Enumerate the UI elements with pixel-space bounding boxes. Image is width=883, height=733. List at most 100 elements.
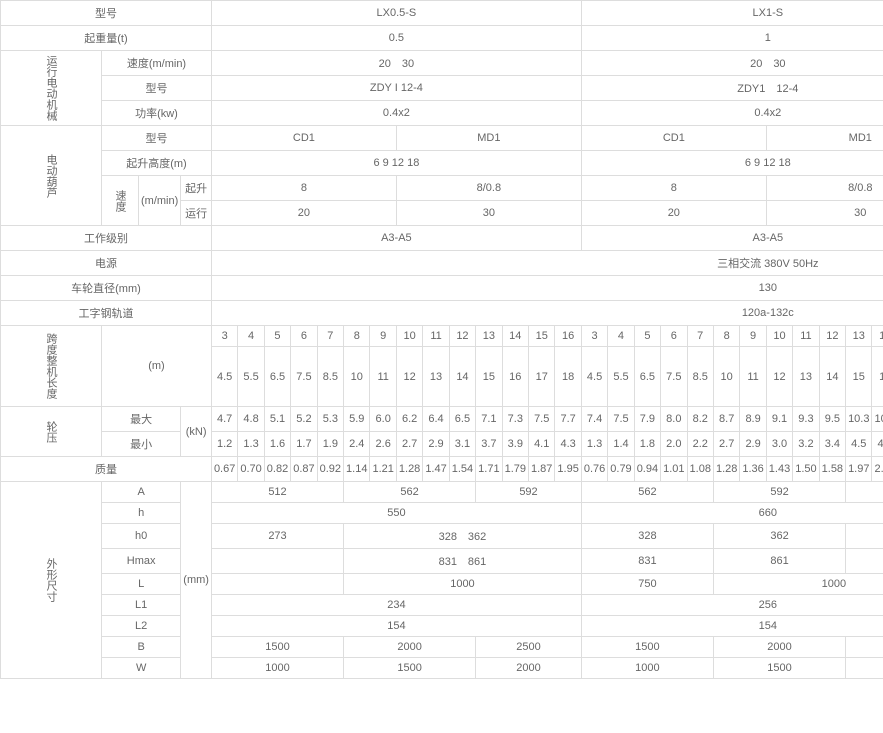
label: h0 xyxy=(102,524,181,549)
cell: 12 xyxy=(449,326,475,347)
cell: 0.76 xyxy=(581,457,607,482)
cell: 8.5 xyxy=(317,347,343,407)
cell: 512 xyxy=(211,482,343,503)
cell: 5.1 xyxy=(264,407,290,432)
cell: 1.4 xyxy=(608,432,634,457)
cell: 2.6 xyxy=(370,432,396,457)
cell: 2000 xyxy=(713,637,845,658)
cell: 1.28 xyxy=(713,457,739,482)
cell: 4.7 xyxy=(211,407,237,432)
unit: (m/min) xyxy=(139,176,181,226)
cell: 3.0 xyxy=(766,432,792,457)
row-model: 型号 LX0.5-S LX1-S LX2-S xyxy=(1,1,883,26)
cell: 8.9 xyxy=(740,407,766,432)
cell: 11 xyxy=(793,326,819,347)
cell: 328 362 xyxy=(344,524,582,549)
cell: 6.5 xyxy=(264,347,290,407)
cell xyxy=(211,549,343,574)
cell: 1.2 xyxy=(211,432,237,457)
cell: 12 xyxy=(766,347,792,407)
spec-table: 型号 LX0.5-S LX1-S LX2-S 起重量(t) 0.5 1 2 运行… xyxy=(0,0,883,679)
cell: 7.4 xyxy=(581,407,607,432)
side-label: 外形尺寸 xyxy=(1,482,102,679)
cell: 0.5 xyxy=(211,26,581,51)
cell: ZDY1 12-4 xyxy=(581,76,883,101)
cell: 1.50 xyxy=(793,457,819,482)
cell: 20 30 xyxy=(581,51,883,76)
cell: 11 xyxy=(370,347,396,407)
cell: 3.9 xyxy=(502,432,528,457)
cell: 2.0 xyxy=(661,432,687,457)
cell: 20 xyxy=(581,201,766,226)
row-L: L 1000 750 1000 750 1000 xyxy=(1,574,883,595)
cell: 0.92 xyxy=(317,457,343,482)
row-W: W 100015002000100015002000100015002000 xyxy=(1,658,883,679)
cell: 5 xyxy=(634,326,660,347)
cell: CD1 xyxy=(581,126,766,151)
cell: 4.5 xyxy=(211,347,237,407)
cell: 10 xyxy=(713,347,739,407)
cell: 三相交流 380V 50Hz xyxy=(211,251,883,276)
label: L xyxy=(102,574,181,595)
cell: 4.5 xyxy=(846,432,872,457)
cell: 1.3 xyxy=(238,432,264,457)
label: 起升高度(m) xyxy=(102,151,212,176)
cell: 3.1 xyxy=(449,432,475,457)
cell: 1.28 xyxy=(396,457,422,482)
cell: 6.5 xyxy=(449,407,475,432)
cell: 10 xyxy=(344,347,370,407)
cell: 1500 xyxy=(581,637,713,658)
cell: 550 xyxy=(211,503,581,524)
cell: MD1 xyxy=(396,126,581,151)
cell: 1.21 xyxy=(370,457,396,482)
cell: 1.95 xyxy=(555,457,581,482)
cell: 5.2 xyxy=(291,407,317,432)
cell: 4 xyxy=(608,326,634,347)
row-mass: 质量 0.670.700.820.870.921.141.211.281.471… xyxy=(1,457,883,482)
side-label: 跨度整机长度 xyxy=(1,326,102,407)
cell: LX0.5-S xyxy=(211,1,581,26)
cell: 16 xyxy=(555,326,581,347)
cell: 6 9 12 18 xyxy=(211,151,581,176)
row-L1: L1 234 256 277.5 xyxy=(1,595,883,616)
cell: 2.9 xyxy=(740,432,766,457)
row-power: 功率(kw) 0.4x2 0.4x2 0.4x2 xyxy=(1,101,883,126)
cell: 7.9 xyxy=(634,407,660,432)
cell: 15 xyxy=(846,347,872,407)
cell: 1.01 xyxy=(661,457,687,482)
cell: 1.14 xyxy=(344,457,370,482)
label: A xyxy=(102,482,181,503)
cell: 6.4 xyxy=(423,407,449,432)
row-ibeam: 工字钢轨道 120a-132c xyxy=(1,301,883,326)
cell: 9 xyxy=(370,326,396,347)
cell: 16 xyxy=(502,347,528,407)
cell: 9.5 xyxy=(819,407,845,432)
cell: 1.97 xyxy=(846,457,872,482)
cell: 9.1 xyxy=(766,407,792,432)
cell: 6.0 xyxy=(370,407,396,432)
label: 起升 xyxy=(181,176,212,201)
label: L1 xyxy=(102,595,181,616)
cell: 234 xyxy=(211,595,581,616)
cell: 2.7 xyxy=(396,432,422,457)
cell: 11 xyxy=(740,347,766,407)
cell: 0.82 xyxy=(264,457,290,482)
label: 最大 xyxy=(102,407,181,432)
cell: 1500 xyxy=(713,658,845,679)
cell: 2000 xyxy=(846,658,883,679)
cell: 5 xyxy=(264,326,290,347)
row-B: B 150020002500150020002500150020002500 xyxy=(1,637,883,658)
row-h: h 550 660 840 xyxy=(1,503,883,524)
cell: 7 xyxy=(317,326,343,347)
label: 速度(m/min) xyxy=(102,51,212,76)
label: 型号 xyxy=(102,126,212,151)
cell: 14 xyxy=(449,347,475,407)
cell: A3-A5 xyxy=(211,226,581,251)
cell: 3 xyxy=(581,326,607,347)
label: 型号 xyxy=(102,76,212,101)
cell: 0.70 xyxy=(238,457,264,482)
cell: 273 xyxy=(211,524,343,549)
cell: 5.5 xyxy=(238,347,264,407)
cell: 7.5 xyxy=(291,347,317,407)
cell: 7.1 xyxy=(476,407,502,432)
